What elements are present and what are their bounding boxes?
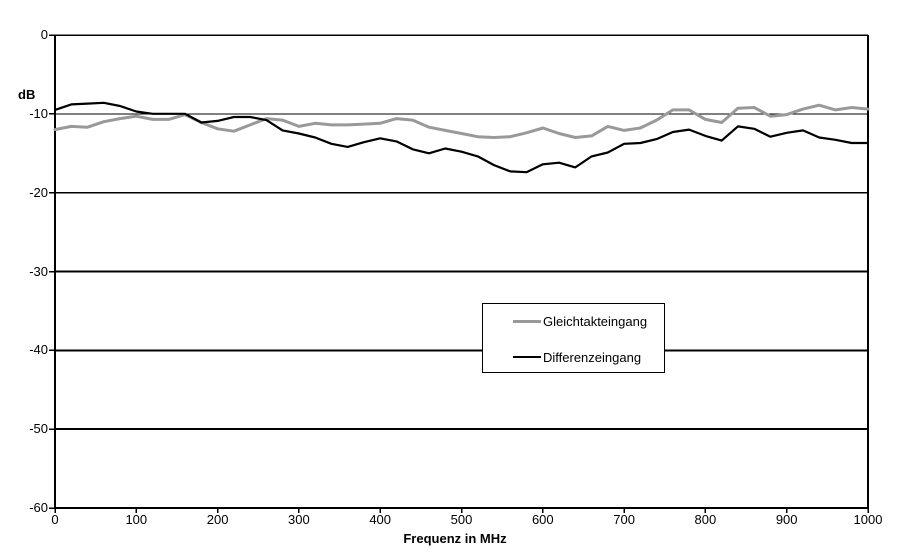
series-line-differenzeingang <box>53 101 870 174</box>
y-tick-label: -60 <box>29 500 48 515</box>
x-tick-label: 300 <box>288 512 310 527</box>
legend-item: Gleichtakteingang <box>513 313 647 329</box>
legend-label: Gleichtakteingang <box>543 313 648 329</box>
x-axis-title: Frequenz in MHz <box>403 531 507 546</box>
y-tick-label: 0 <box>40 27 48 42</box>
y-tick-label: -10 <box>29 105 48 121</box>
x-tick-label: 400 <box>369 512 392 527</box>
y-tick-label: -40 <box>29 342 48 358</box>
x-tick-label: 0 <box>51 512 59 527</box>
x-tick-label: 900 <box>775 512 798 527</box>
y-tick-label: -50 <box>29 421 48 437</box>
y-tick-label: -20 <box>29 184 48 200</box>
series-line-gleichtakteingang <box>53 103 870 139</box>
legend: Gleichtakteingang Differenzeingang <box>482 303 665 373</box>
x-tick-label: 700 <box>613 512 635 527</box>
y-tick-label: -30 <box>29 263 48 279</box>
y-axis-title: dB <box>18 87 36 102</box>
legend-label: Differenzeingang <box>543 349 642 365</box>
x-tick-label: 100 <box>125 512 148 527</box>
legend-line-sample-icon <box>513 356 541 358</box>
x-tick-label: 1000 <box>853 512 883 527</box>
x-tick-label: 500 <box>450 512 473 527</box>
x-tick-label: 800 <box>694 512 717 527</box>
legend-line-sample-icon <box>513 319 541 323</box>
x-tick-label: 600 <box>531 512 554 527</box>
legend-item: Differenzeingang <box>513 349 641 365</box>
x-tick-label: 200 <box>206 512 229 527</box>
